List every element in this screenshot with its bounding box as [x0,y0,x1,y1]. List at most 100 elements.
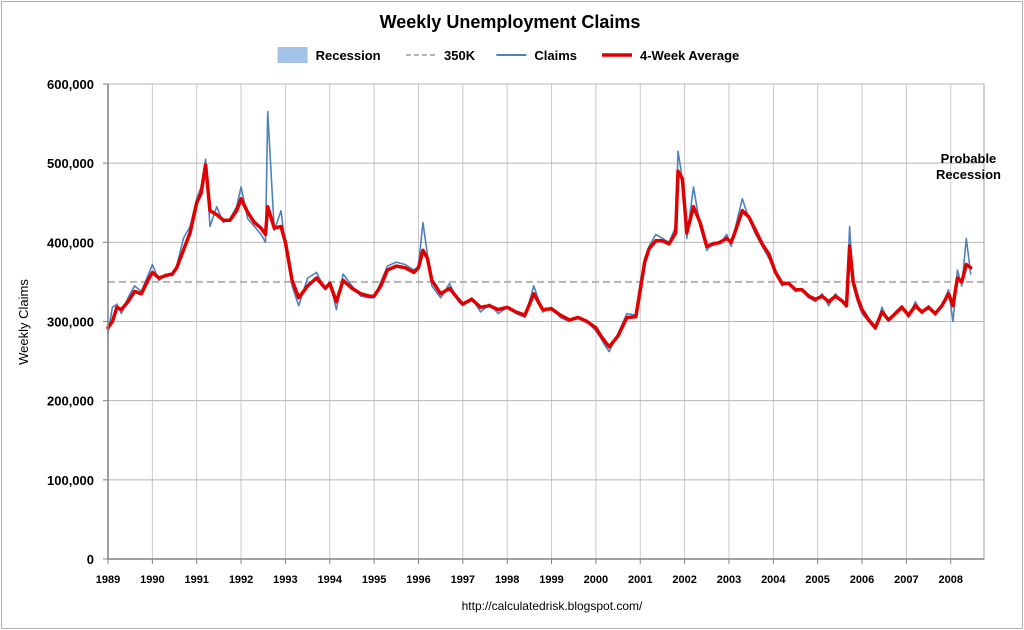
avg-point [754,229,757,232]
avg-point [699,221,702,224]
avg-point [814,298,817,301]
avg-point [541,308,544,311]
avg-point [794,288,797,291]
claims-point [342,273,344,275]
avg-point [881,311,883,313]
avg-point [934,312,937,315]
avg-point [668,243,670,245]
plot-area: 0 100,000 200,000 300,000 400,000 500,000 600,… [47,77,1001,586]
claims-point [116,303,118,305]
claims-point [264,241,267,243]
claims-point [849,225,851,228]
avg-point [867,319,870,321]
avg-point [479,306,482,309]
avg-point [834,295,837,298]
avg-point [532,292,535,295]
avg-point [448,287,451,290]
avg-point [280,225,282,228]
claims-point [965,237,967,239]
avg-point [324,287,327,290]
series-group [106,110,973,353]
x-tick-labels: 1989 1990 1991 1992 1993 1994 1995 1996 1997 1998… [96,559,963,586]
avg-point [273,227,276,229]
y-axis-label: Weekly Claims [16,279,31,365]
avg-point [845,304,848,307]
x-tick-label: 1995 [362,574,386,586]
x-tick-label: 2002 [672,574,696,586]
x-tick-label: 2003 [717,574,741,586]
avg-point [297,296,300,299]
avg-point [956,277,959,279]
avg-point [821,295,824,298]
avg-point [550,307,553,310]
claims-point [404,263,406,266]
avg-point [594,326,597,329]
avg-point [229,219,231,222]
x-tick-label: 1991 [184,574,208,586]
avg-point [577,316,580,319]
claims-point [120,312,122,315]
avg-point [111,320,114,323]
x-tick-label: 1992 [229,574,253,586]
claims-point [497,312,499,315]
x-tick-label: 2005 [805,574,829,586]
claims-point [422,221,424,224]
claims-point [914,301,916,303]
avg-point [422,249,424,252]
x-tick-label: 1998 [495,574,519,586]
avg-point [692,205,695,208]
y-tick-label: 200,000 [47,394,94,409]
chart-legend: Recession 350K Claims 4-Week Average [277,47,739,63]
avg-point [127,300,129,303]
avg-point [907,314,910,317]
avg-point [960,281,963,283]
x-tick-label: 1999 [539,574,563,586]
avg-point [661,239,664,242]
claims-point [247,217,249,220]
claims-point [440,297,442,299]
avg-point [246,211,249,214]
claims-point [253,225,255,228]
x-tick-label: 2000 [584,574,608,586]
claims-point [147,274,149,277]
avg-point [488,304,491,307]
avg-point [901,306,903,309]
claims-point [209,225,211,228]
claims-point [335,309,338,311]
avg-point [461,303,464,305]
avg-point [515,311,517,313]
avg-point [171,273,174,275]
avg-point [599,334,602,336]
avg-point [222,219,225,222]
claims-point [386,265,389,267]
claims-point [706,249,708,251]
avg-point [861,308,863,311]
avg-point [373,295,376,298]
avg-point [368,295,371,298]
claims-point [956,269,958,271]
avg-point [894,312,897,315]
avg-point [767,253,770,256]
avg-point [965,263,968,266]
avg-point [654,239,657,242]
legend-label: 4-Week Average [640,48,739,63]
claims-point [677,150,679,152]
avg-point [856,296,859,299]
claims-point [907,316,910,319]
x-tick-label: 1996 [406,574,430,586]
x-tick-label: 1994 [318,574,343,586]
x-tick-label: 1989 [96,574,120,586]
avg-point [681,178,684,180]
claims-point [608,350,610,353]
claims-point [947,289,950,291]
claims-point [216,206,218,208]
avg-point [379,284,382,287]
claims-point [267,111,269,113]
avg-point [215,213,218,216]
claims-point [655,233,657,236]
claims-point [395,261,397,263]
avg-point [395,265,398,267]
avg-point [568,319,571,321]
